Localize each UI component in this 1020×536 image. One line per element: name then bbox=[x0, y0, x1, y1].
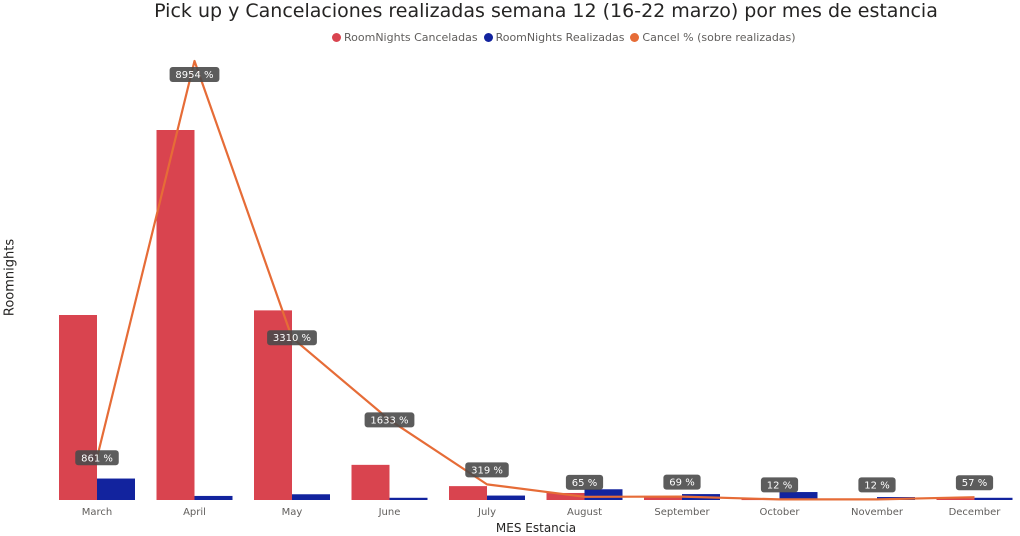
bar-realizadas-october[interactable] bbox=[779, 492, 818, 500]
bar-realizadas-august[interactable] bbox=[584, 489, 623, 500]
data-label-box bbox=[75, 450, 119, 466]
data-label-box bbox=[955, 475, 994, 491]
bar-canceladas-july[interactable] bbox=[449, 486, 487, 500]
legend-dot-realizadas bbox=[483, 33, 493, 42]
x-tick-label: May bbox=[282, 507, 303, 518]
data-label-text: 8954 % bbox=[175, 70, 213, 81]
bar-realizadas-june[interactable] bbox=[389, 497, 428, 500]
data-label-text: 65 % bbox=[572, 478, 597, 489]
x-tick-label: October bbox=[759, 507, 800, 518]
x-tick-label: August bbox=[567, 507, 602, 518]
x-tick-label: December bbox=[949, 507, 1002, 518]
bar-realizadas-december[interactable] bbox=[974, 497, 1013, 500]
data-label-box bbox=[565, 474, 604, 490]
legend-item-cancel-pct[interactable]: Cancel % (sobre realizadas) bbox=[630, 31, 796, 44]
data-label-text: 69 % bbox=[669, 478, 694, 489]
legend-label-canceladas: RoomNights Canceladas bbox=[344, 31, 478, 44]
data-label-september: 69 % bbox=[663, 474, 701, 490]
legend-item-canceladas[interactable]: RoomNights Canceladas bbox=[332, 31, 478, 44]
legend-item-realizadas[interactable]: RoomNights Realizadas bbox=[483, 31, 625, 44]
data-label-text: 861 % bbox=[81, 453, 113, 464]
data-label-text: 3310 % bbox=[273, 333, 311, 344]
x-tick-label: September bbox=[654, 507, 710, 518]
data-label-october: 12 % bbox=[760, 477, 799, 493]
data-label-text: 12 % bbox=[767, 480, 792, 491]
bar-realizadas-april[interactable] bbox=[194, 495, 233, 500]
data-label-text: 319 % bbox=[471, 465, 503, 476]
data-label-november: 12 % bbox=[858, 477, 896, 493]
data-label-box bbox=[858, 477, 896, 493]
data-label-box bbox=[364, 412, 415, 428]
x-tick-label: July bbox=[477, 507, 496, 518]
data-label-may: 3310 % bbox=[267, 330, 317, 346]
data-label-box bbox=[760, 477, 799, 493]
data-label-august: 65 % bbox=[565, 474, 604, 490]
legend: RoomNights Canceladas RoomNights Realiza… bbox=[332, 31, 802, 44]
bar-canceladas-march[interactable] bbox=[59, 315, 97, 500]
cancel-pct-line[interactable] bbox=[95, 59, 975, 501]
legend-label-cancel-pct: Cancel % (sobre realizadas) bbox=[642, 31, 796, 44]
data-label-april: 8954 % bbox=[169, 67, 220, 82]
x-tick-label: June bbox=[378, 507, 401, 518]
legend-label-realizadas: RoomNights Realizadas bbox=[495, 31, 625, 44]
x-axis-title: MES Estancia bbox=[495, 521, 577, 535]
x-tick-label: April bbox=[183, 507, 206, 518]
data-label-box bbox=[169, 67, 220, 82]
legend-dot-canceladas bbox=[332, 33, 341, 42]
bar-realizadas-march[interactable] bbox=[97, 478, 135, 500]
bar-canceladas-august[interactable] bbox=[546, 492, 585, 500]
bar-canceladas-april[interactable] bbox=[156, 130, 195, 500]
legend-dot-cancel-pct bbox=[630, 33, 640, 42]
data-label-july: 319 % bbox=[465, 462, 509, 478]
data-label-text: 57 % bbox=[962, 478, 987, 489]
bar-realizadas-july[interactable] bbox=[487, 495, 525, 500]
data-label-box bbox=[465, 462, 509, 478]
bar-canceladas-june[interactable] bbox=[351, 464, 390, 500]
bar-realizadas-may[interactable] bbox=[292, 494, 330, 500]
data-label-text: 1633 % bbox=[370, 415, 408, 426]
x-tick-label: November bbox=[851, 507, 904, 518]
chart-title: Pick up y Cancelaciones realizadas seman… bbox=[154, 0, 938, 22]
data-label-text: 12 % bbox=[864, 480, 889, 491]
data-label-box bbox=[267, 330, 317, 346]
data-label-december: 57 % bbox=[955, 475, 994, 491]
bar-canceladas-september[interactable] bbox=[644, 495, 682, 500]
x-tick-label: March bbox=[82, 507, 112, 518]
bar-canceladas-december[interactable] bbox=[936, 498, 975, 500]
data-label-box bbox=[663, 474, 701, 490]
data-label-march: 861 % bbox=[75, 450, 119, 466]
data-label-june: 1633 % bbox=[364, 412, 415, 428]
